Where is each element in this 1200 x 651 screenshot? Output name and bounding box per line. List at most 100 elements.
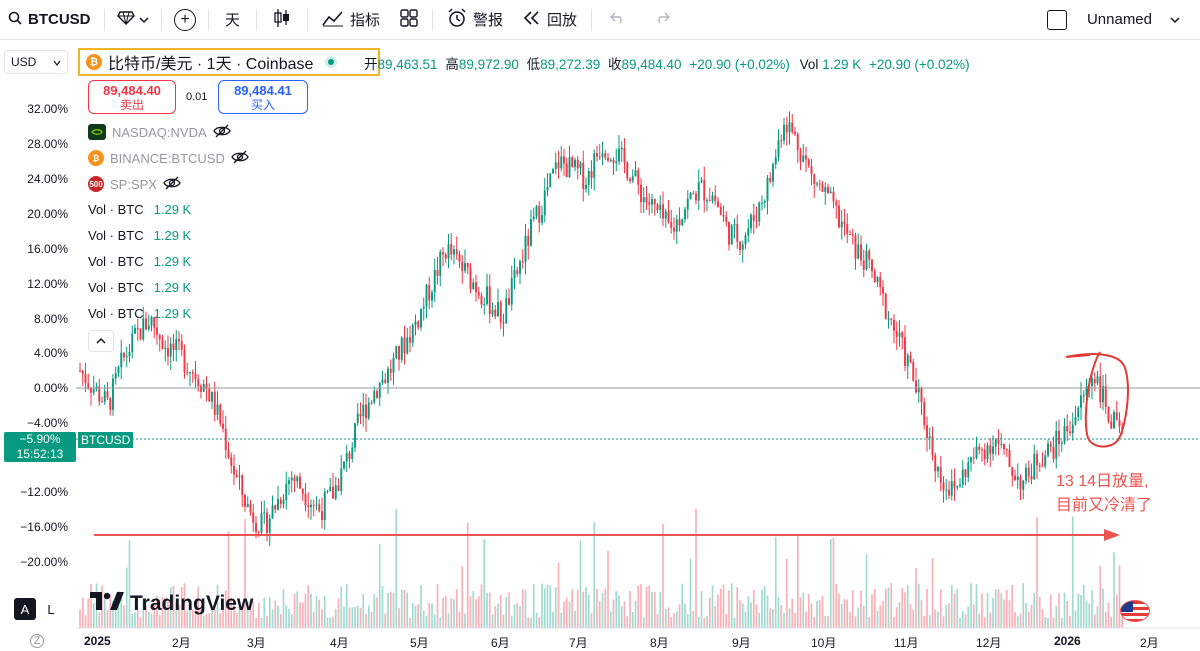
- candle-body: [554, 162, 557, 170]
- candle-body: [821, 184, 824, 192]
- undo-button[interactable]: [596, 0, 640, 40]
- candle-body: [494, 309, 497, 317]
- candle-body: [431, 292, 433, 301]
- candle-body: [381, 379, 384, 383]
- replay-button[interactable]: 回放: [513, 0, 587, 40]
- volume-bar: [906, 585, 909, 628]
- candle-body: [909, 355, 912, 363]
- layouts-button[interactable]: [390, 0, 428, 40]
- volume-bar: [469, 596, 472, 628]
- symbol-title[interactable]: ₿ 比特币/美元 · 1天 · Coinbase: [78, 48, 380, 76]
- volume-bar: [238, 602, 241, 628]
- volume-row-label: Vol · BTC: [88, 202, 144, 217]
- candle-body: [200, 385, 202, 392]
- collapse-legend-button[interactable]: [88, 330, 114, 352]
- candle-body: [332, 487, 334, 499]
- volume-bar: [904, 592, 906, 628]
- candle-body: [535, 206, 538, 217]
- volume-bar: [167, 600, 169, 628]
- alert-button[interactable]: 警报: [437, 0, 513, 40]
- volume-bar: [475, 598, 477, 628]
- volume-row[interactable]: Vol · BTC 1.29 K: [88, 306, 191, 326]
- candle-body: [1055, 430, 1058, 459]
- candle-body: [1063, 425, 1066, 443]
- candle-body: [840, 221, 843, 228]
- candle-body: [87, 383, 90, 388]
- candle-body: [928, 436, 931, 438]
- candle-body: [508, 298, 510, 305]
- y-tick: −20.00%: [20, 555, 68, 569]
- volume-row[interactable]: Vol · BTC 1.29 K: [88, 228, 191, 248]
- volume-bar: [725, 614, 728, 628]
- candle-body: [992, 446, 994, 454]
- layout-checkbox[interactable]: [1035, 0, 1079, 40]
- candle-body: [326, 491, 329, 493]
- buy-button[interactable]: 89,484.41 买入: [218, 80, 308, 114]
- candle-body: [288, 480, 290, 485]
- highlight-ellipse[interactable]: [1065, 351, 1129, 448]
- candle-body: [609, 160, 612, 162]
- volume-bar: [480, 584, 483, 628]
- plan-dropdown[interactable]: [109, 0, 157, 40]
- volume-bar: [244, 519, 246, 628]
- compare-row-spx[interactable]: 500 SP:SPX: [88, 174, 181, 194]
- text-annotation[interactable]: 13 14日放量, 目前又冷清了: [1056, 470, 1152, 518]
- chart-type-button[interactable]: [261, 0, 303, 40]
- sell-button[interactable]: 89,484.40 卖出: [88, 80, 176, 114]
- compare-row-nvda[interactable]: NASDAQ:NVDA: [88, 122, 231, 142]
- candle-body: [912, 362, 915, 381]
- candle-body: [343, 461, 345, 469]
- compare-row-btc[interactable]: ₿ BINANCE:BTCUSD: [88, 148, 249, 168]
- candle-body: [400, 337, 403, 360]
- volume-bar: [1093, 614, 1096, 628]
- compare-button[interactable]: +: [166, 0, 204, 40]
- volume-bar: [483, 539, 486, 628]
- volume-bar: [403, 589, 406, 628]
- layout-name-dropdown[interactable]: Unnamed: [1079, 0, 1200, 40]
- candle-body: [488, 286, 491, 314]
- candle-body: [414, 321, 417, 325]
- alarm-clock-icon: [447, 7, 467, 32]
- timezone-button[interactable]: Z: [30, 634, 44, 648]
- volume-bar: [937, 611, 939, 628]
- volume-row[interactable]: Vol · BTC 1.29 K: [88, 202, 191, 222]
- volume-bar: [1014, 612, 1016, 628]
- redo-button[interactable]: [640, 0, 684, 40]
- candle-body: [549, 173, 552, 188]
- log-scale-button[interactable]: L: [47, 601, 55, 617]
- volume-row[interactable]: Vol · BTC 1.29 K: [88, 254, 191, 274]
- candle-body: [1082, 395, 1085, 397]
- candle-body: [458, 254, 461, 262]
- candle-body: [527, 235, 530, 246]
- volume-bar: [939, 589, 942, 628]
- candle-body: [948, 489, 950, 496]
- volume-bar: [543, 588, 546, 628]
- candle-body: [986, 445, 989, 460]
- volume-bar: [433, 614, 436, 628]
- volume-bar: [90, 584, 92, 628]
- interval-button[interactable]: 天: [213, 0, 252, 40]
- eye-off-icon[interactable]: [163, 176, 181, 193]
- auto-scale-button[interactable]: A: [14, 598, 36, 620]
- eye-off-icon[interactable]: [231, 150, 249, 167]
- candle-body: [741, 244, 744, 250]
- volume-bar: [552, 612, 554, 628]
- indicators-button[interactable]: 指标: [312, 0, 390, 40]
- volume-row[interactable]: Vol · BTC 1.29 K: [88, 280, 191, 300]
- eye-off-icon[interactable]: [212, 124, 231, 141]
- volume-bar: [777, 597, 780, 628]
- symbol-search[interactable]: BTCUSD: [0, 11, 100, 29]
- volume-bar: [972, 604, 975, 628]
- volume-bar: [477, 596, 480, 628]
- candle-body: [340, 468, 343, 491]
- candle-body: [576, 159, 579, 169]
- candle-body: [147, 325, 150, 330]
- volume-bar: [714, 605, 717, 628]
- currency-select[interactable]: USD: [4, 50, 68, 74]
- candle-body: [832, 191, 835, 202]
- us-flag-icon[interactable]: [1120, 600, 1150, 622]
- candle-body: [1027, 467, 1030, 477]
- candle-body: [942, 482, 945, 490]
- volume-bar: [128, 540, 131, 628]
